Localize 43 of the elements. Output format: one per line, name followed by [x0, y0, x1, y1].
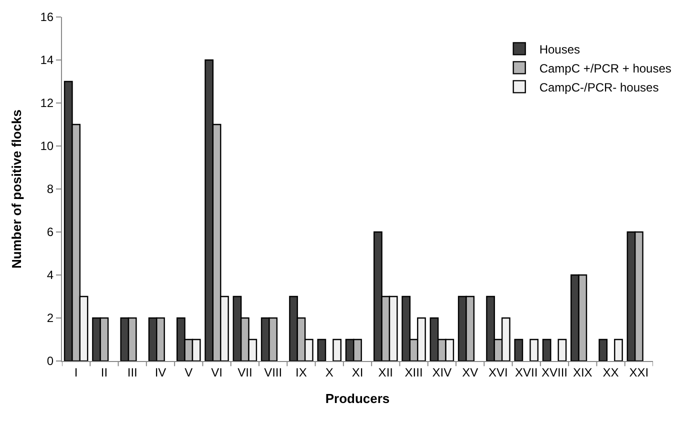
x-tick-label: XIX: [572, 365, 592, 380]
legend-label: Houses: [539, 42, 580, 56]
y-axis-title: Number of positive flocks: [9, 110, 24, 268]
x-tick-label: II: [100, 365, 108, 380]
x-tick-label: V: [184, 365, 193, 380]
x-tick-label: IV: [154, 365, 166, 380]
legend-label: CampC-/PCR- houses: [539, 80, 659, 94]
bar: [317, 338, 326, 361]
x-tick-label: I: [74, 365, 78, 380]
x-tick-label: XIV: [432, 365, 452, 380]
x-tick-label: XVI: [488, 365, 508, 380]
x-tick-label: XII: [378, 365, 393, 380]
y-tick-label: 10: [40, 139, 54, 154]
x-tick-label: XI: [352, 365, 364, 380]
bar: [614, 338, 623, 361]
y-tick-label: 14: [40, 53, 54, 68]
x-tick-label: XXI: [629, 365, 649, 380]
x-tick-label: IX: [296, 365, 307, 380]
legend-label: CampC +/PCR + houses: [539, 61, 672, 76]
y-tick-label: 6: [46, 225, 54, 240]
bar: [598, 338, 608, 361]
x-tick-label: XVII: [515, 365, 538, 380]
bar: [530, 338, 538, 361]
x-tick-label: III: [127, 365, 138, 380]
bar: [332, 338, 342, 361]
bar: [514, 338, 524, 361]
bar: [558, 338, 567, 361]
x-tick-label: VIII: [264, 365, 282, 380]
x-tick-label: VI: [211, 365, 222, 380]
x-tick-label: XVIII: [541, 365, 568, 380]
x-axis-title: Producers: [325, 391, 390, 406]
y-tick-label: 8: [46, 182, 54, 196]
y-tick-label: 4: [46, 268, 54, 282]
x-tick-label: XIII: [404, 365, 423, 380]
y-tick-label: 12: [40, 96, 54, 110]
y-tick-label: 2: [46, 311, 54, 326]
x-tick-label: VII: [238, 365, 252, 380]
y-tick-label: 16: [40, 10, 54, 24]
x-tick-label: X: [325, 365, 334, 380]
x-tick-label: XV: [462, 365, 478, 380]
y-tick-label: 0: [46, 354, 54, 368]
x-tick-label: XX: [602, 365, 619, 380]
bar: [542, 338, 552, 361]
